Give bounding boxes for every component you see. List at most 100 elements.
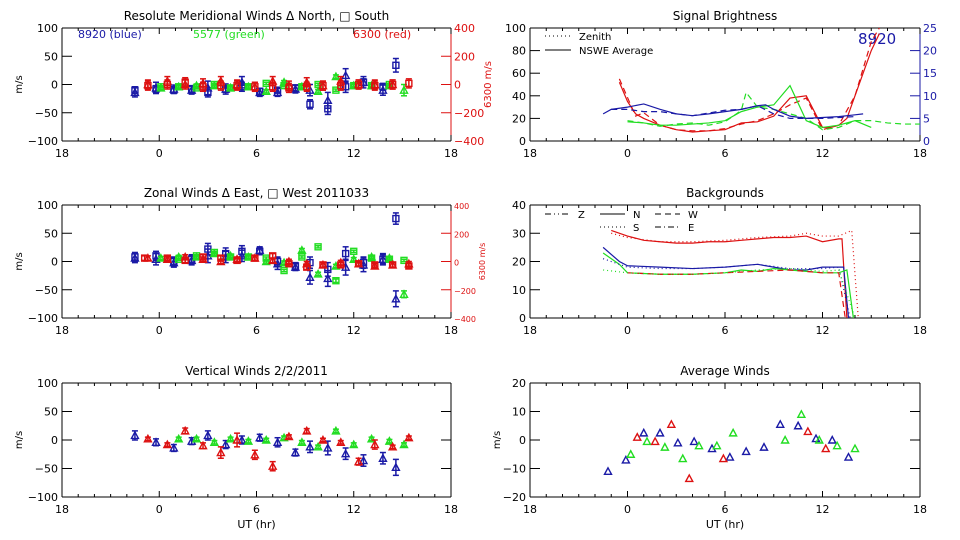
data-point: [827, 435, 837, 444]
data-point: [250, 449, 260, 461]
data-point: [814, 435, 824, 444]
y2-tick-label: 15: [923, 67, 937, 80]
data-point: [225, 433, 236, 443]
square-marker: [319, 261, 327, 269]
data-point: [174, 255, 183, 263]
data-point: [337, 80, 345, 91]
triangle-marker: [216, 447, 226, 457]
y-tick-label: 100: [37, 377, 58, 390]
y-tick-label: −10: [503, 463, 526, 476]
triangle-marker: [391, 293, 401, 303]
data-point: [332, 277, 340, 285]
y-tick-label: −20: [503, 491, 526, 504]
triangle-marker: [399, 439, 409, 449]
triangle-marker: [340, 70, 351, 80]
chart-title: Average Winds: [680, 364, 770, 378]
triangle-marker: [666, 419, 677, 429]
data-point: [232, 432, 242, 448]
triangle-marker: [378, 453, 388, 462]
square-marker: [204, 88, 212, 97]
triangle-marker: [305, 272, 315, 282]
x-tick-label: 12: [347, 503, 361, 516]
y-tick-label: 100: [37, 22, 58, 35]
chart-zonal: Zonal Winds Δ East, □ West 2011033 18 0 6 12…: [14, 186, 487, 337]
triangle-marker: [250, 449, 260, 459]
square-marker: [131, 253, 139, 261]
series-8920: [130, 430, 401, 477]
data-point: [759, 442, 769, 451]
triangle-marker: [151, 437, 161, 446]
series-line: [602, 258, 851, 319]
data-point: [181, 256, 189, 265]
triangle-marker: [814, 435, 824, 444]
data-point: [199, 81, 207, 93]
series-6300: [143, 425, 414, 472]
chart-title: Resolute Meridional Winds Δ North, □ Sou…: [124, 9, 390, 23]
data-point: [269, 252, 277, 260]
square-marker: [199, 83, 207, 91]
y2-tick-label: 5: [923, 112, 930, 125]
data-point: [131, 86, 139, 95]
chart-title: Zonal Winds Δ East, □ West 2011033: [144, 186, 369, 200]
triangle-marker: [305, 441, 315, 451]
data-point: [404, 432, 414, 442]
triangle-marker: [340, 448, 351, 458]
square-marker: [324, 105, 332, 113]
chart-vertical: Vertical Winds 2/2/2011 18 0 6 12 18 100 50 0 −50…: [14, 364, 458, 531]
data-point: [391, 458, 401, 477]
y2-tick-label: 0: [454, 79, 461, 92]
triangle-marker: [850, 443, 860, 453]
triangle-marker: [384, 436, 395, 445]
data-point: [261, 86, 271, 95]
y-tick-label: 40: [512, 90, 526, 103]
y-tick-label: 20: [512, 256, 526, 269]
x-tick-label: 0: [156, 503, 163, 516]
square-marker: [392, 61, 400, 69]
triangle-marker: [642, 436, 652, 446]
annotation-label: 6300 (red): [353, 28, 411, 41]
y2-tick-label: 20: [923, 45, 937, 58]
chart-title: Vertical Winds 2/2/2011: [185, 364, 328, 378]
y-axis-label: m/s: [492, 431, 503, 449]
y-tick-label: 0: [519, 434, 526, 447]
y-tick-label: −50: [35, 463, 58, 476]
x-tick-label: 0: [156, 147, 163, 160]
data-point: [233, 80, 241, 91]
data-point: [340, 447, 351, 461]
x-tick-label: 0: [624, 503, 631, 516]
triangle-marker: [780, 435, 790, 444]
data-point: [392, 57, 400, 73]
triangle-marker: [198, 440, 208, 450]
triangle-marker: [318, 435, 328, 444]
triangle-marker: [209, 437, 220, 446]
y-tick-label: −50: [35, 107, 58, 120]
y-tick-label: 30: [512, 227, 526, 240]
chart-meridional: Resolute Meridional Winds Δ North, □ Sou…: [14, 9, 494, 160]
x-tick-label: 18: [55, 324, 69, 337]
data-point: [209, 437, 220, 446]
triangle-marker: [225, 433, 236, 443]
y-tick-label: 50: [44, 50, 58, 63]
square-marker: [298, 253, 306, 261]
data-point: [313, 441, 323, 451]
triangle-marker: [678, 453, 688, 463]
x-tick-label: 18: [523, 147, 537, 160]
triangle-marker: [621, 454, 631, 464]
triangle-marker: [313, 86, 323, 95]
x-tick-label: 6: [722, 503, 729, 516]
triangle-marker: [684, 473, 694, 483]
data-point: [143, 433, 153, 443]
x-tick-label: 6: [722, 147, 729, 160]
x-tick-label: 18: [55, 147, 69, 160]
square-marker: [251, 83, 259, 91]
data-point: [660, 442, 670, 451]
data-point: [832, 440, 842, 450]
data-point: [666, 419, 677, 429]
annotation-label: 5577 (green): [193, 28, 265, 41]
data-point: [291, 261, 300, 271]
triangle-marker: [639, 427, 649, 437]
data-point: [303, 263, 311, 271]
triangle-marker: [174, 433, 184, 443]
triangle-marker: [843, 452, 854, 461]
series-8920: [602, 246, 850, 319]
